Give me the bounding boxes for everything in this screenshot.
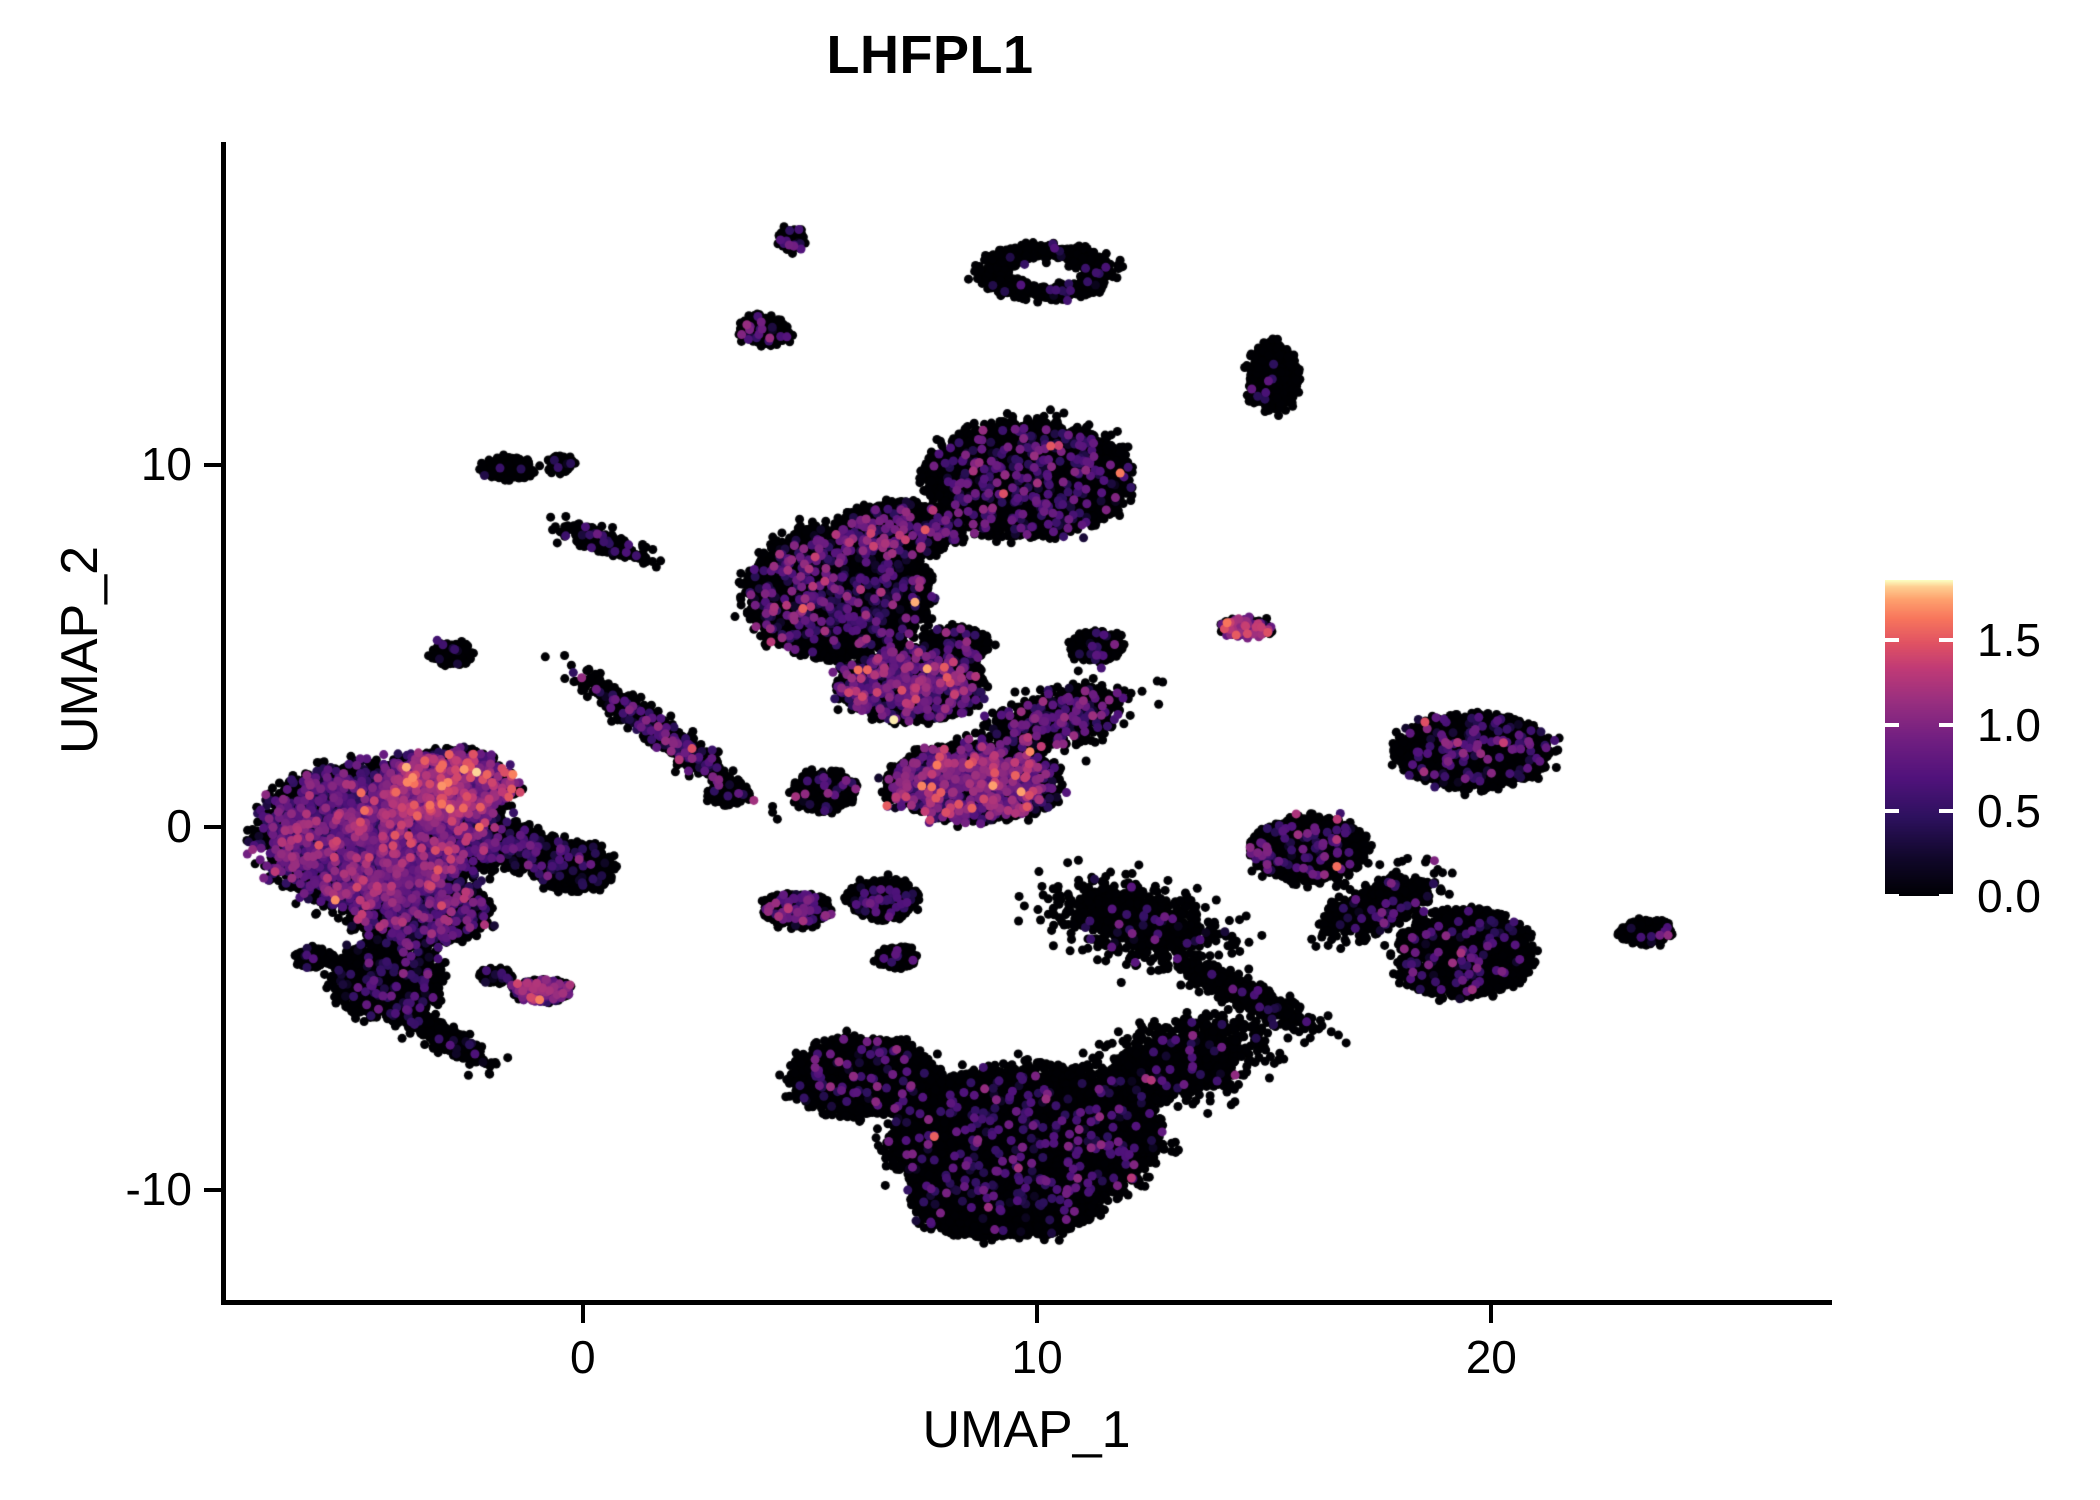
colorbar-tick-mark bbox=[1939, 808, 1953, 813]
y-tick-mark bbox=[204, 462, 222, 467]
x-axis-title: UMAP_1 bbox=[922, 1401, 1131, 1459]
x-tick-label: 0 bbox=[570, 1331, 596, 1383]
x-tick-label: 20 bbox=[1465, 1331, 1517, 1383]
scatter-plot-canvas bbox=[224, 142, 1832, 1302]
x-tick-mark bbox=[1489, 1305, 1494, 1323]
x-tick-mark bbox=[580, 1305, 585, 1323]
y-tick-label: 0 bbox=[166, 800, 192, 853]
y-axis-line bbox=[221, 142, 226, 1304]
colorbar-tick-mark bbox=[1939, 894, 1953, 898]
y-tick-mark bbox=[204, 825, 222, 830]
y-tick-label: 10 bbox=[140, 437, 192, 490]
page-title: LHFPL1 bbox=[826, 25, 1034, 85]
x-axis-line bbox=[221, 1300, 1832, 1305]
colorbar-tick-mark bbox=[1939, 637, 1953, 642]
colorbar-tick-mark bbox=[1885, 637, 1899, 642]
colorbar-gradient bbox=[1885, 580, 1953, 896]
colorbar-tick-mark bbox=[1939, 723, 1953, 728]
y-axis-title: UMAP_2 bbox=[51, 545, 109, 755]
x-tick-mark bbox=[1035, 1305, 1040, 1323]
colorbar-tick-label: 0.5 bbox=[1977, 784, 2041, 837]
x-tick-label: 10 bbox=[1011, 1331, 1063, 1383]
colorbar-tick-label: 1.5 bbox=[1977, 613, 2041, 666]
colorbar-tick-mark bbox=[1885, 808, 1899, 813]
colorbar-tick-label: 1.0 bbox=[1977, 699, 2041, 752]
y-tick-label: -10 bbox=[125, 1162, 192, 1215]
y-tick-mark bbox=[204, 1187, 222, 1192]
colorbar-tick-mark bbox=[1885, 894, 1899, 898]
colorbar-tick-label: 0.0 bbox=[1977, 870, 2041, 922]
color-legend: 0.0 0.5 1.0 1.5 bbox=[1885, 580, 2085, 922]
colorbar-tick-mark bbox=[1885, 723, 1899, 728]
